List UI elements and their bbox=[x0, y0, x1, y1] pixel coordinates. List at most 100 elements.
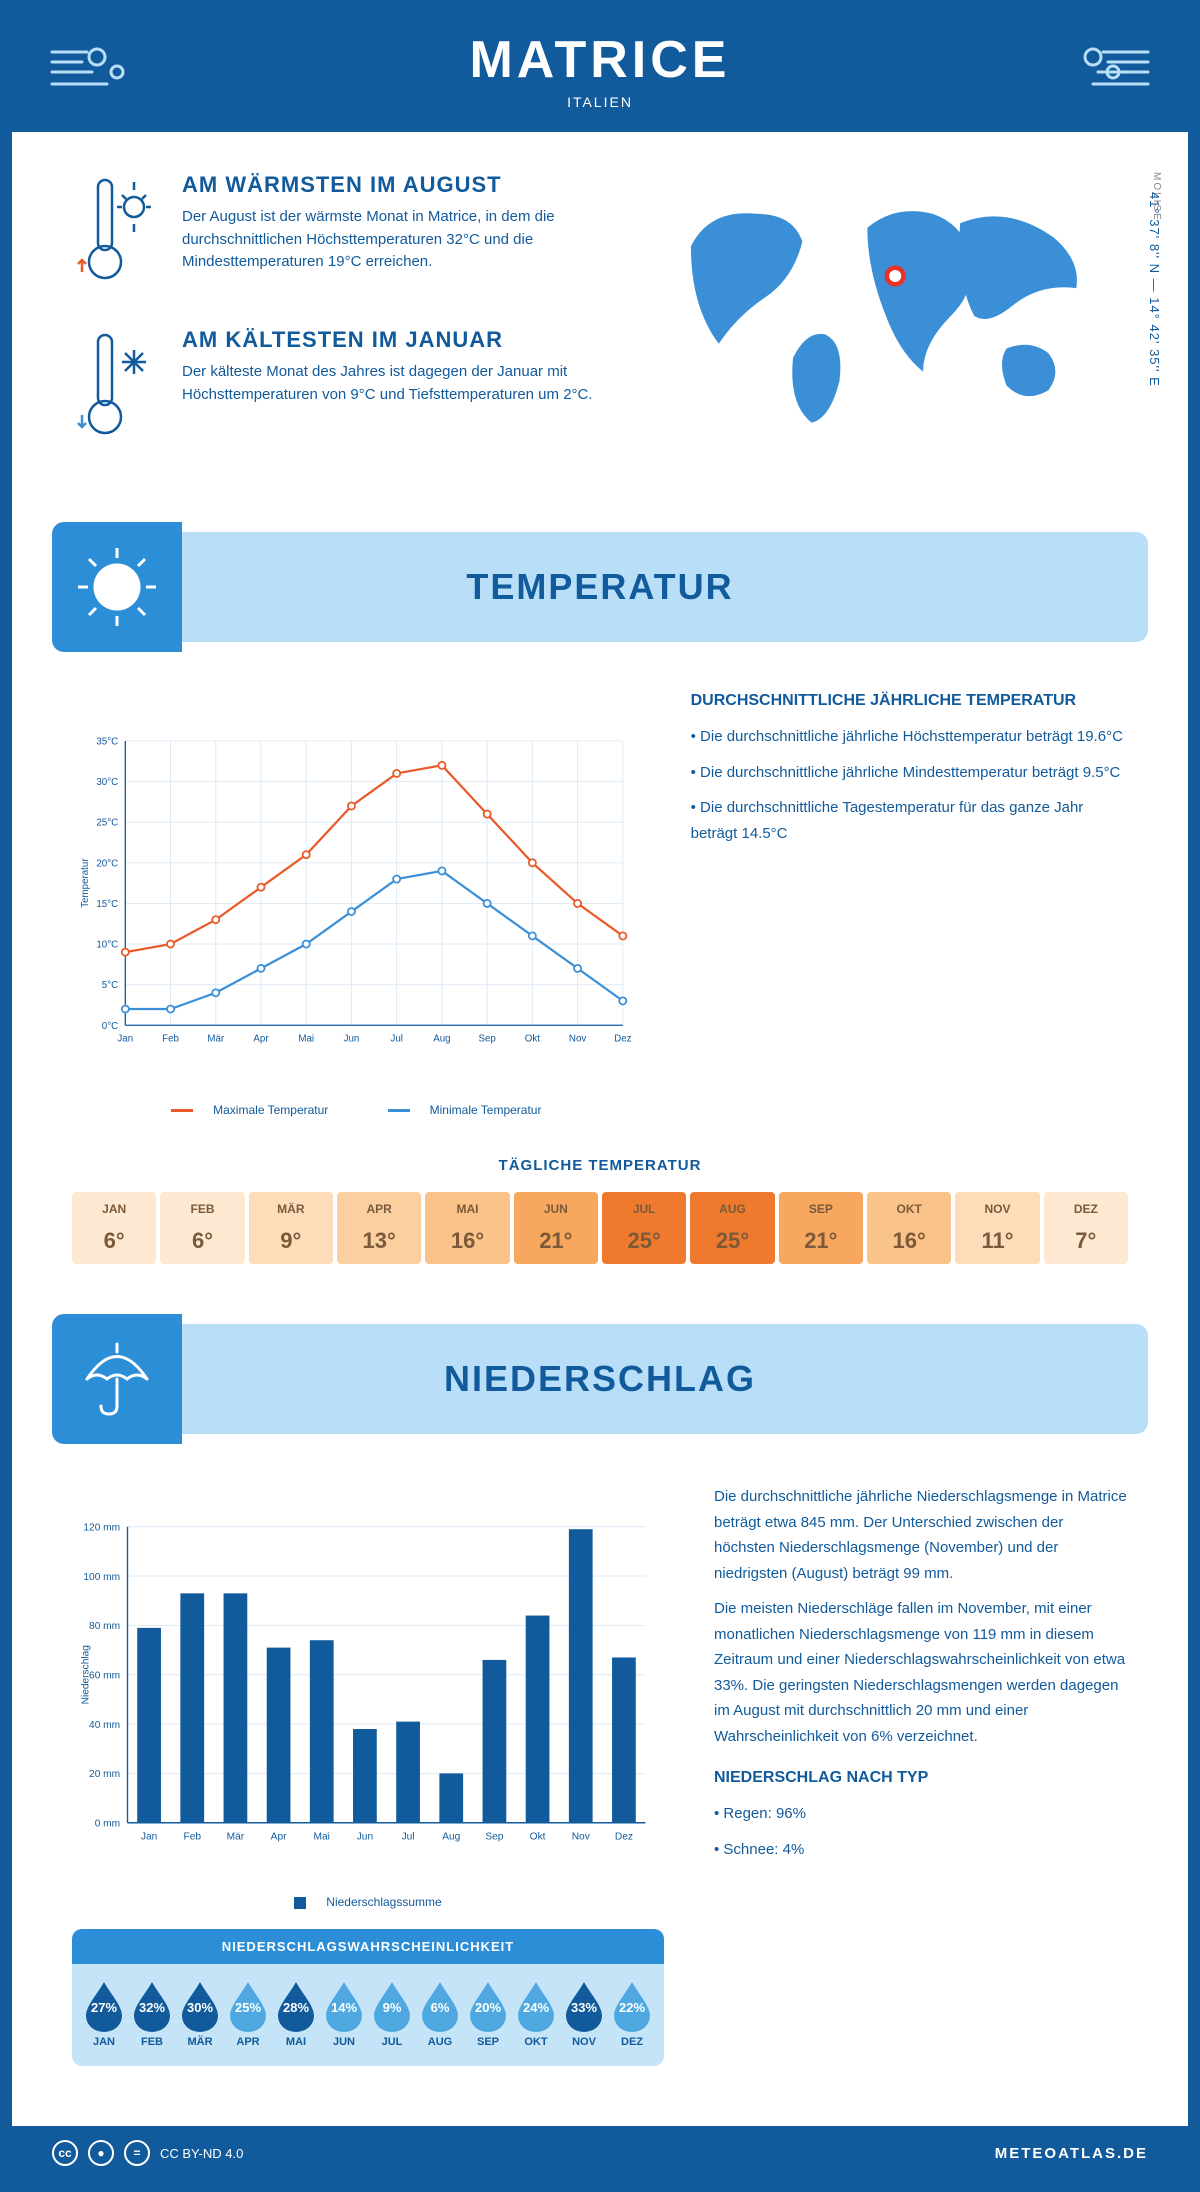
daily-temp-cell: NOV11° bbox=[955, 1192, 1039, 1264]
svg-text:Nov: Nov bbox=[572, 1831, 591, 1842]
legend-precip: Niederschlagssumme bbox=[326, 1895, 441, 1909]
map-column: MOLISE 41° 37' 8'' N — 14° 42' 35'' E bbox=[644, 172, 1128, 482]
facts-column: AM WÄRMSTEN IM AUGUST Der August ist der… bbox=[72, 172, 604, 482]
daily-temp-cell: MAI16° bbox=[425, 1192, 509, 1264]
legend-max: Maximale Temperatur bbox=[213, 1103, 328, 1117]
temperature-title: TEMPERATUR bbox=[52, 566, 1148, 608]
city-title: MATRICE bbox=[12, 30, 1188, 90]
location-marker-icon bbox=[887, 268, 904, 285]
temperature-side-text: DURCHSCHNITTLICHE JÄHRLICHE TEMPERATUR •… bbox=[691, 692, 1128, 1117]
precip-type-b2: • Schnee: 4% bbox=[714, 1837, 1128, 1863]
svg-text:120 mm: 120 mm bbox=[83, 1522, 120, 1533]
license-text: CC BY-ND 4.0 bbox=[160, 2146, 243, 2161]
precip-bar-chart: 0 mm20 mm40 mm60 mm80 mm100 mm120 mmJanF… bbox=[72, 1484, 664, 2066]
license-block: cc ● = CC BY-ND 4.0 bbox=[52, 2140, 243, 2166]
umbrella-icon bbox=[52, 1314, 182, 1444]
svg-text:Feb: Feb bbox=[183, 1831, 201, 1842]
svg-text:Sep: Sep bbox=[478, 1033, 496, 1044]
precip-prob-cell: 14%JUN bbox=[322, 1978, 366, 2048]
footer-band: cc ● = CC BY-ND 4.0 METEOATLAS.DE bbox=[12, 2126, 1188, 2180]
avg-temp-title: DURCHSCHNITTLICHE JÄHRLICHE TEMPERATUR bbox=[691, 692, 1128, 710]
svg-text:Apr: Apr bbox=[271, 1831, 287, 1842]
precip-prob-cell: 32%FEB bbox=[130, 1978, 174, 2048]
svg-text:Jun: Jun bbox=[357, 1831, 373, 1842]
svg-text:Mai: Mai bbox=[298, 1033, 314, 1044]
svg-text:20°C: 20°C bbox=[96, 858, 118, 869]
svg-text:60 mm: 60 mm bbox=[89, 1670, 120, 1681]
daily-temp-cell: MÄR9° bbox=[249, 1192, 333, 1264]
svg-text:Apr: Apr bbox=[253, 1033, 269, 1044]
svg-text:Temperatur: Temperatur bbox=[80, 858, 91, 908]
svg-text:Mär: Mär bbox=[227, 1831, 245, 1842]
precip-title: NIEDERSCHLAG bbox=[52, 1358, 1148, 1400]
thermometer-hot-icon bbox=[72, 172, 162, 297]
precip-side-text: Die durchschnittliche jährliche Niedersc… bbox=[714, 1484, 1128, 2066]
svg-text:Aug: Aug bbox=[433, 1033, 450, 1044]
precip-row: 0 mm20 mm40 mm60 mm80 mm100 mm120 mmJanF… bbox=[12, 1454, 1188, 2096]
svg-text:Okt: Okt bbox=[525, 1033, 540, 1044]
svg-text:Jul: Jul bbox=[390, 1033, 402, 1044]
world-map-icon bbox=[644, 172, 1128, 432]
coldest-title: AM KÄLTESTEN IM JANUAR bbox=[182, 327, 604, 353]
precip-section-header: NIEDERSCHLAG bbox=[52, 1324, 1148, 1434]
temperature-section-header: TEMPERATUR bbox=[52, 532, 1148, 642]
site-name: METEOATLAS.DE bbox=[995, 2145, 1148, 2162]
svg-text:Dez: Dez bbox=[615, 1831, 633, 1842]
svg-text:25°C: 25°C bbox=[96, 818, 118, 829]
precip-probability-panel: NIEDERSCHLAGSWAHRSCHEINLICHKEIT 27%JAN32… bbox=[72, 1929, 664, 2066]
daily-temp-cell: JUL25° bbox=[602, 1192, 686, 1264]
precip-prob-cell: 27%JAN bbox=[82, 1978, 126, 2048]
legend-min: Minimale Temperatur bbox=[430, 1103, 542, 1117]
precip-legend: Niederschlagssumme bbox=[72, 1889, 664, 1909]
svg-text:5°C: 5°C bbox=[102, 980, 118, 991]
warmest-fact: AM WÄRMSTEN IM AUGUST Der August ist der… bbox=[72, 172, 604, 297]
daily-temp-table: TÄGLICHE TEMPERATUR JAN6°FEB6°MÄR9°APR13… bbox=[12, 1147, 1188, 1304]
daily-temp-cell: JAN6° bbox=[72, 1192, 156, 1264]
svg-text:Feb: Feb bbox=[162, 1033, 179, 1044]
thermometer-cold-icon bbox=[72, 327, 162, 452]
svg-text:Okt: Okt bbox=[530, 1831, 546, 1842]
daily-temp-cell: DEZ7° bbox=[1044, 1192, 1128, 1264]
header-band: MATRICE ITALIEN bbox=[12, 12, 1188, 132]
svg-text:Mär: Mär bbox=[207, 1033, 225, 1044]
svg-text:Aug: Aug bbox=[442, 1831, 460, 1842]
precip-prob-title: NIEDERSCHLAGSWAHRSCHEINLICHKEIT bbox=[72, 1929, 664, 1964]
svg-text:15°C: 15°C bbox=[96, 899, 118, 910]
precip-prob-cell: 20%SEP bbox=[466, 1978, 510, 2048]
precip-prob-cell: 28%MAI bbox=[274, 1978, 318, 2048]
svg-text:Nov: Nov bbox=[569, 1033, 586, 1044]
precip-type-title: NIEDERSCHLAG NACH TYP bbox=[714, 1769, 1128, 1787]
avg-temp-b1: • Die durchschnittliche jährliche Höchst… bbox=[691, 724, 1128, 750]
infographic-page: MATRICE ITALIEN AM WÄRMSTEN IM AUGUST bbox=[0, 0, 1200, 2192]
country-subtitle: ITALIEN bbox=[12, 94, 1188, 110]
precip-p2: Die meisten Niederschläge fallen im Nove… bbox=[714, 1596, 1128, 1749]
svg-text:80 mm: 80 mm bbox=[89, 1621, 120, 1632]
coldest-fact: AM KÄLTESTEN IM JANUAR Der kälteste Mona… bbox=[72, 327, 604, 452]
svg-text:20 mm: 20 mm bbox=[89, 1769, 120, 1780]
svg-text:0 mm: 0 mm bbox=[95, 1818, 120, 1829]
temperature-line-chart: 0°C5°C10°C15°C20°C25°C30°C35°CJanFebMärA… bbox=[72, 692, 641, 1117]
nd-icon: = bbox=[124, 2140, 150, 2166]
svg-text:Jul: Jul bbox=[402, 1831, 415, 1842]
svg-text:35°C: 35°C bbox=[96, 737, 118, 748]
temp-legend: Maximale Temperatur Minimale Temperatur bbox=[72, 1097, 641, 1117]
svg-text:Mai: Mai bbox=[314, 1831, 330, 1842]
svg-text:Jan: Jan bbox=[117, 1033, 133, 1044]
coordinates-label: 41° 37' 8'' N — 14° 42' 35'' E bbox=[1147, 192, 1162, 387]
precip-type-b1: • Regen: 96% bbox=[714, 1801, 1128, 1827]
avg-temp-b3: • Die durchschnittliche Tagestemperatur … bbox=[691, 795, 1128, 846]
wind-icon bbox=[1048, 22, 1158, 112]
warmest-title: AM WÄRMSTEN IM AUGUST bbox=[182, 172, 604, 198]
svg-text:10°C: 10°C bbox=[96, 940, 118, 951]
coldest-text: Der kälteste Monat des Jahres ist dagege… bbox=[182, 361, 604, 406]
wind-icon bbox=[42, 22, 152, 112]
svg-text:Sep: Sep bbox=[485, 1831, 503, 1842]
svg-text:Dez: Dez bbox=[614, 1033, 631, 1044]
precip-prob-cell: 24%OKT bbox=[514, 1978, 558, 2048]
svg-text:40 mm: 40 mm bbox=[89, 1720, 120, 1731]
daily-temp-cell: JUN21° bbox=[514, 1192, 598, 1264]
svg-text:Jan: Jan bbox=[141, 1831, 157, 1842]
avg-temp-b2: • Die durchschnittliche jährliche Mindes… bbox=[691, 760, 1128, 786]
daily-temp-title: TÄGLICHE TEMPERATUR bbox=[72, 1157, 1128, 1174]
precip-prob-cell: 33%NOV bbox=[562, 1978, 606, 2048]
